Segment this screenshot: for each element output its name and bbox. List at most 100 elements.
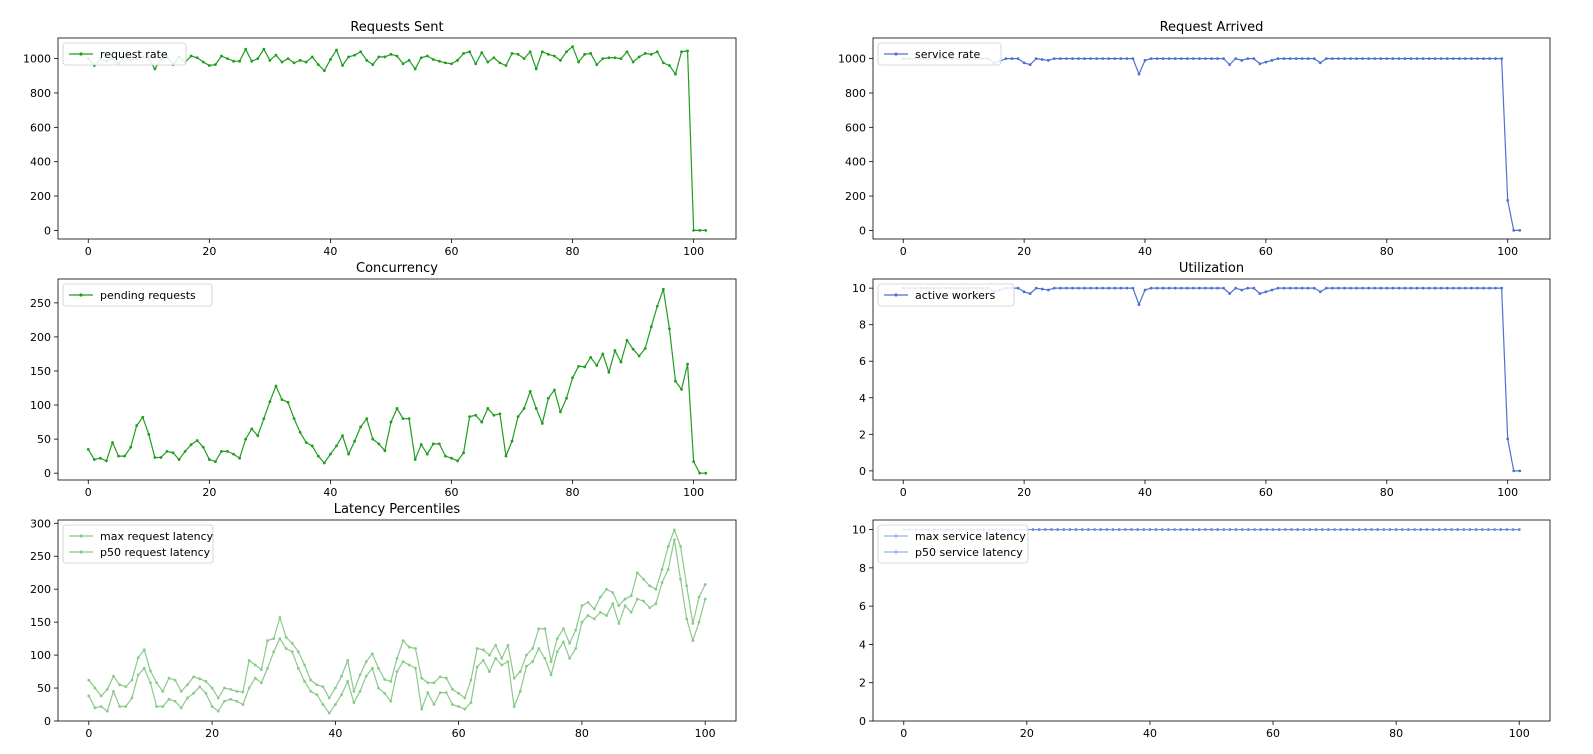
y-tick-label: 200 [30, 331, 51, 344]
data-point [226, 57, 229, 61]
data-point [1306, 57, 1310, 61]
data-point [241, 690, 245, 694]
data-point [425, 452, 429, 456]
data-point [691, 622, 695, 625]
data-point [159, 456, 163, 459]
data-point [223, 686, 226, 690]
data-point [655, 304, 659, 308]
data-point [315, 683, 319, 687]
data-point [247, 658, 251, 662]
data-point [419, 443, 423, 446]
data-point [474, 413, 478, 417]
chart-title: Concurrency [356, 261, 438, 276]
data-point [1327, 528, 1330, 531]
data-point [1173, 286, 1177, 290]
legend-marker [79, 293, 83, 297]
data-point [619, 57, 623, 61]
data-point [296, 650, 300, 654]
data-point [655, 50, 659, 54]
data-point [469, 678, 473, 682]
data-point [316, 454, 320, 458]
series-group [901, 57, 1522, 232]
data-point [444, 61, 447, 65]
plot-frame [57, 519, 737, 722]
x-tick-label: 100 [695, 727, 716, 740]
series-group [86, 287, 708, 475]
data-point [189, 443, 193, 446]
data-point [1314, 528, 1318, 531]
data-point [613, 349, 617, 352]
data-point [371, 63, 375, 67]
y-tick-label: 6 [859, 355, 866, 368]
data-point [1300, 57, 1304, 61]
data-point [1324, 57, 1328, 61]
data-point [286, 57, 290, 61]
data-point [1148, 528, 1152, 531]
data-point [377, 442, 381, 446]
data-point [327, 696, 331, 700]
data-point [599, 595, 602, 599]
data-point [1105, 528, 1109, 531]
chart-title: Request Arrived [1160, 20, 1264, 35]
data-point [1222, 57, 1225, 61]
data-point [589, 52, 593, 55]
data-point [135, 424, 139, 427]
legend: max request latency p50 request latency [62, 524, 214, 564]
data-point [654, 587, 658, 591]
data-point [1016, 286, 1020, 290]
data-point [540, 422, 544, 425]
data-point [1482, 286, 1485, 290]
data-point [213, 63, 217, 67]
data-point [365, 417, 369, 421]
data-point [1457, 286, 1461, 290]
data-point [1101, 286, 1105, 290]
data-point [192, 675, 196, 679]
data-point [1343, 57, 1346, 61]
data-point [304, 60, 308, 64]
data-point [1077, 57, 1080, 61]
y-tick-label: 600 [30, 121, 51, 134]
data-point [1474, 528, 1478, 531]
y-tick-label: 0 [44, 467, 51, 480]
data-point [192, 691, 196, 695]
data-point [500, 663, 504, 667]
data-point [303, 663, 306, 667]
data-point [498, 412, 502, 416]
data-point [703, 597, 707, 601]
data-point [1421, 286, 1425, 290]
data-point [672, 528, 676, 532]
data-point [335, 48, 338, 52]
data-point [691, 639, 695, 642]
data-point [1101, 57, 1105, 61]
data-point [1167, 57, 1171, 61]
data-point [601, 352, 605, 356]
data-point [1494, 57, 1497, 61]
chart-panel: Concurrency 0 20 40 60 80 100 0 50 100 150 200 250 pe… [30, 261, 737, 499]
data-point [389, 52, 393, 56]
data-point [1361, 57, 1365, 61]
data-point [1312, 57, 1316, 61]
y-tick-label: 200 [845, 190, 866, 203]
data-point [1119, 286, 1123, 290]
data-point [1125, 286, 1129, 290]
legend: active workers [877, 283, 1015, 307]
data-point [286, 400, 290, 404]
data-point [1400, 528, 1404, 531]
data-point [371, 437, 375, 441]
data-point [395, 407, 399, 410]
data-point [86, 447, 90, 451]
data-point [1022, 290, 1026, 294]
data-point [290, 641, 294, 645]
legend: max service latency p50 service latency [877, 524, 1029, 564]
data-point [123, 454, 126, 458]
data-point [1050, 528, 1053, 531]
data-point [1376, 528, 1380, 531]
data-point [316, 63, 320, 67]
data-point [1123, 528, 1127, 531]
x-tick-label: 60 [1266, 727, 1280, 740]
data-point [1349, 286, 1352, 290]
data-point [1320, 528, 1324, 531]
legend-swatch [69, 534, 93, 538]
data-point [129, 445, 133, 449]
data-point [1149, 57, 1153, 61]
